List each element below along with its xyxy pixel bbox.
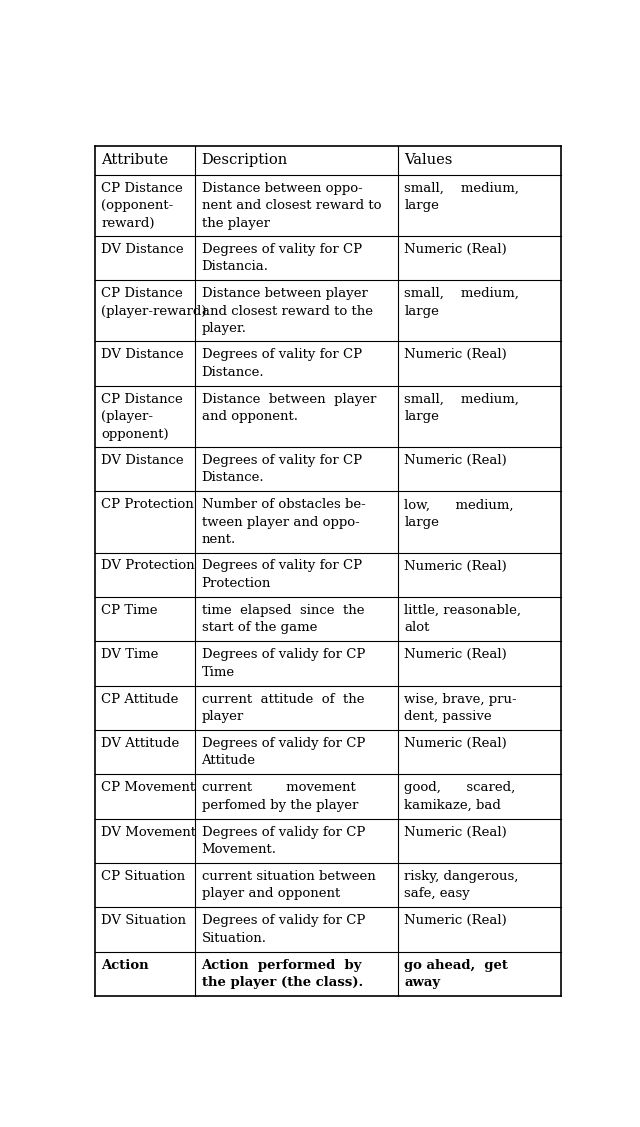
Text: Attribute: Attribute	[101, 153, 168, 167]
Text: current        movement
perfomed by the player: current movement perfomed by the player	[202, 781, 358, 811]
Text: DV Attitude: DV Attitude	[101, 737, 180, 749]
Text: little, reasonable,
alot: little, reasonable, alot	[404, 604, 522, 635]
Text: DV Distance: DV Distance	[101, 454, 184, 467]
Text: CP Protection: CP Protection	[101, 498, 194, 512]
Text: small,    medium,
large: small, medium, large	[404, 181, 519, 212]
Text: good,      scared,
kamikaze, bad: good, scared, kamikaze, bad	[404, 781, 516, 811]
Text: Degrees of validy for CP
Time: Degrees of validy for CP Time	[202, 648, 365, 678]
Text: Numeric (Real): Numeric (Real)	[404, 648, 507, 662]
Text: Degrees of validy for CP
Movement.: Degrees of validy for CP Movement.	[202, 826, 365, 857]
Text: Degrees of vality for CP
Distance.: Degrees of vality for CP Distance.	[202, 454, 362, 485]
Text: Numeric (Real): Numeric (Real)	[404, 737, 507, 749]
Text: small,    medium,
large: small, medium, large	[404, 392, 519, 424]
Text: Description: Description	[202, 153, 288, 167]
Text: go ahead,  get
away: go ahead, get away	[404, 959, 508, 990]
Text: Action: Action	[101, 959, 149, 971]
Text: CP Situation: CP Situation	[101, 870, 186, 882]
Text: Distance between player
and closest reward to the
player.: Distance between player and closest rewa…	[202, 287, 372, 335]
Text: CP Distance
(player-
opponent): CP Distance (player- opponent)	[101, 392, 183, 441]
Text: DV Movement: DV Movement	[101, 826, 196, 838]
Text: CP Distance
(opponent-
reward): CP Distance (opponent- reward)	[101, 181, 183, 230]
Text: Numeric (Real): Numeric (Real)	[404, 242, 507, 256]
Text: wise, brave, pru-
dent, passive: wise, brave, pru- dent, passive	[404, 692, 517, 724]
Text: DV Distance: DV Distance	[101, 348, 184, 362]
Text: Distance  between  player
and opponent.: Distance between player and opponent.	[202, 392, 376, 424]
Text: Degrees of validy for CP
Attitude: Degrees of validy for CP Attitude	[202, 737, 365, 767]
Text: CP Time: CP Time	[101, 604, 158, 616]
Text: Numeric (Real): Numeric (Real)	[404, 559, 507, 573]
Text: DV Time: DV Time	[101, 648, 159, 662]
Text: DV Protection: DV Protection	[101, 559, 195, 573]
Text: DV Situation: DV Situation	[101, 914, 186, 928]
Text: Degrees of vality for CP
Distance.: Degrees of vality for CP Distance.	[202, 348, 362, 379]
Text: Numeric (Real): Numeric (Real)	[404, 348, 507, 362]
Text: DV Distance: DV Distance	[101, 242, 184, 256]
Text: Action  performed  by
the player (the class).: Action performed by the player (the clas…	[202, 959, 363, 990]
Text: Number of obstacles be-
tween player and oppo-
nent.: Number of obstacles be- tween player and…	[202, 498, 365, 547]
Text: CP Attitude: CP Attitude	[101, 692, 179, 706]
Text: Degrees of validy for CP
Situation.: Degrees of validy for CP Situation.	[202, 914, 365, 944]
Text: time  elapsed  since  the
start of the game: time elapsed since the start of the game	[202, 604, 364, 635]
Text: small,    medium,
large: small, medium, large	[404, 287, 519, 318]
Text: Degrees of vality for CP
Protection: Degrees of vality for CP Protection	[202, 559, 362, 589]
Text: current  attitude  of  the
player: current attitude of the player	[202, 692, 364, 724]
Text: CP Movement: CP Movement	[101, 781, 195, 795]
Text: Numeric (Real): Numeric (Real)	[404, 826, 507, 838]
Text: Numeric (Real): Numeric (Real)	[404, 454, 507, 467]
Text: risky, dangerous,
safe, easy: risky, dangerous, safe, easy	[404, 870, 519, 900]
Text: Degrees of vality for CP
Distancia.: Degrees of vality for CP Distancia.	[202, 242, 362, 274]
Text: Values: Values	[404, 153, 452, 167]
Text: low,      medium,
large: low, medium, large	[404, 498, 514, 529]
Text: Numeric (Real): Numeric (Real)	[404, 914, 507, 928]
Text: Distance between oppo-
nent and closest reward to
the player: Distance between oppo- nent and closest …	[202, 181, 381, 230]
Text: current situation between
player and opponent: current situation between player and opp…	[202, 870, 375, 900]
Text: CP Distance
(player-reward): CP Distance (player-reward)	[101, 287, 207, 318]
